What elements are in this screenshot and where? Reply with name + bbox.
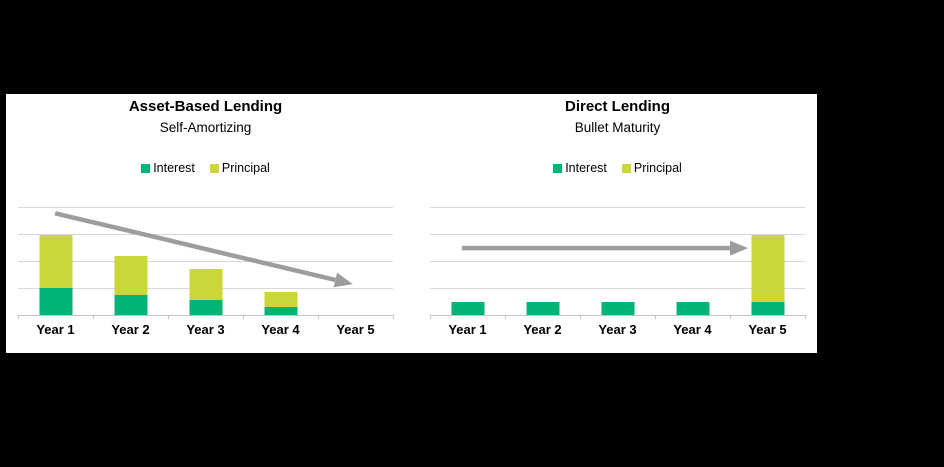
legend-item-principal: Principal <box>621 161 682 175</box>
plot-area <box>430 207 806 319</box>
principal-swatch-icon <box>209 163 219 173</box>
gridline <box>430 234 805 235</box>
axis-tick <box>730 315 731 319</box>
plot-area <box>18 207 394 319</box>
legend-item-interest: Interest <box>141 161 195 175</box>
x-axis-label: Year 5 <box>336 322 375 337</box>
x-axis-labels: Year 1 Year 2 Year 3 Year 4 Year 5 <box>18 322 393 338</box>
chart-title: Direct Lending <box>564 98 670 115</box>
axis-tick <box>318 315 319 319</box>
axis-tick <box>168 315 169 319</box>
x-axis-line <box>18 315 393 316</box>
axis-tick <box>505 315 506 319</box>
legend-label: Principal <box>633 161 682 175</box>
axis-tick <box>93 315 94 319</box>
bar-segment-principal-year-1 <box>39 235 72 288</box>
axis-tick <box>18 315 19 319</box>
principal-swatch-icon <box>621 163 631 173</box>
legend-label: Principal <box>221 161 270 175</box>
bar-segment-principal-year-5 <box>751 235 784 302</box>
chart-subtitle: Self-Amortizing <box>159 120 252 135</box>
bar-segment-interest-year-5 <box>751 301 784 315</box>
bar-segment-interest-year-1 <box>39 288 72 315</box>
bar-segment-interest-year-2 <box>526 301 559 315</box>
x-axis-label: Year 3 <box>186 322 225 337</box>
bar-segment-interest-year-4 <box>676 301 709 315</box>
x-axis-label: Year 5 <box>748 322 787 337</box>
axis-tick <box>393 315 394 319</box>
legend: Interest Principal <box>18 160 393 176</box>
chart-subtitle: Bullet Maturity <box>574 120 661 135</box>
x-axis-line <box>430 315 805 316</box>
x-axis-label: Year 2 <box>111 322 150 337</box>
x-axis-label: Year 1 <box>36 322 75 337</box>
bar-segment-interest-year-2 <box>114 294 147 315</box>
chart-asset-based-lending: Asset-Based Lending Self-Amortizing Inte… <box>18 94 394 353</box>
bar-segment-principal-year-2 <box>114 255 147 295</box>
gridline <box>430 261 805 262</box>
x-axis-labels: Year 1 Year 2 Year 3 Year 4 Year 5 <box>430 322 805 338</box>
gridline <box>18 261 393 262</box>
axis-tick <box>243 315 244 319</box>
bar-segment-principal-year-3 <box>189 269 222 301</box>
chart-panel: Asset-Based Lending Self-Amortizing Inte… <box>6 94 817 353</box>
legend-label: Interest <box>153 161 195 175</box>
legend-item-principal: Principal <box>209 161 270 175</box>
bar-segment-interest-year-3 <box>601 301 634 315</box>
x-axis-label: Year 4 <box>261 322 300 337</box>
x-axis-label: Year 4 <box>673 322 712 337</box>
bar-segment-interest-year-3 <box>189 300 222 315</box>
axis-tick <box>805 315 806 319</box>
chart-direct-lending: Direct Lending Bullet Maturity Interest … <box>430 94 806 353</box>
bar-segment-principal-year-4 <box>264 292 297 307</box>
legend-label: Interest <box>565 161 607 175</box>
legend: Interest Principal <box>430 160 805 176</box>
x-axis-label: Year 3 <box>598 322 637 337</box>
gridline <box>430 207 805 208</box>
axis-tick <box>430 315 431 319</box>
bar-segment-interest-year-1 <box>451 301 484 315</box>
interest-swatch-icon <box>553 163 563 173</box>
chart-title: Asset-Based Lending <box>128 98 283 115</box>
gridline <box>18 207 393 208</box>
interest-swatch-icon <box>141 163 151 173</box>
legend-item-interest: Interest <box>553 161 607 175</box>
axis-tick <box>580 315 581 319</box>
x-axis-label: Year 2 <box>523 322 562 337</box>
gridline <box>430 288 805 289</box>
bar-segment-interest-year-4 <box>264 306 297 315</box>
gridline <box>18 234 393 235</box>
x-axis-label: Year 1 <box>448 322 487 337</box>
axis-tick <box>655 315 656 319</box>
